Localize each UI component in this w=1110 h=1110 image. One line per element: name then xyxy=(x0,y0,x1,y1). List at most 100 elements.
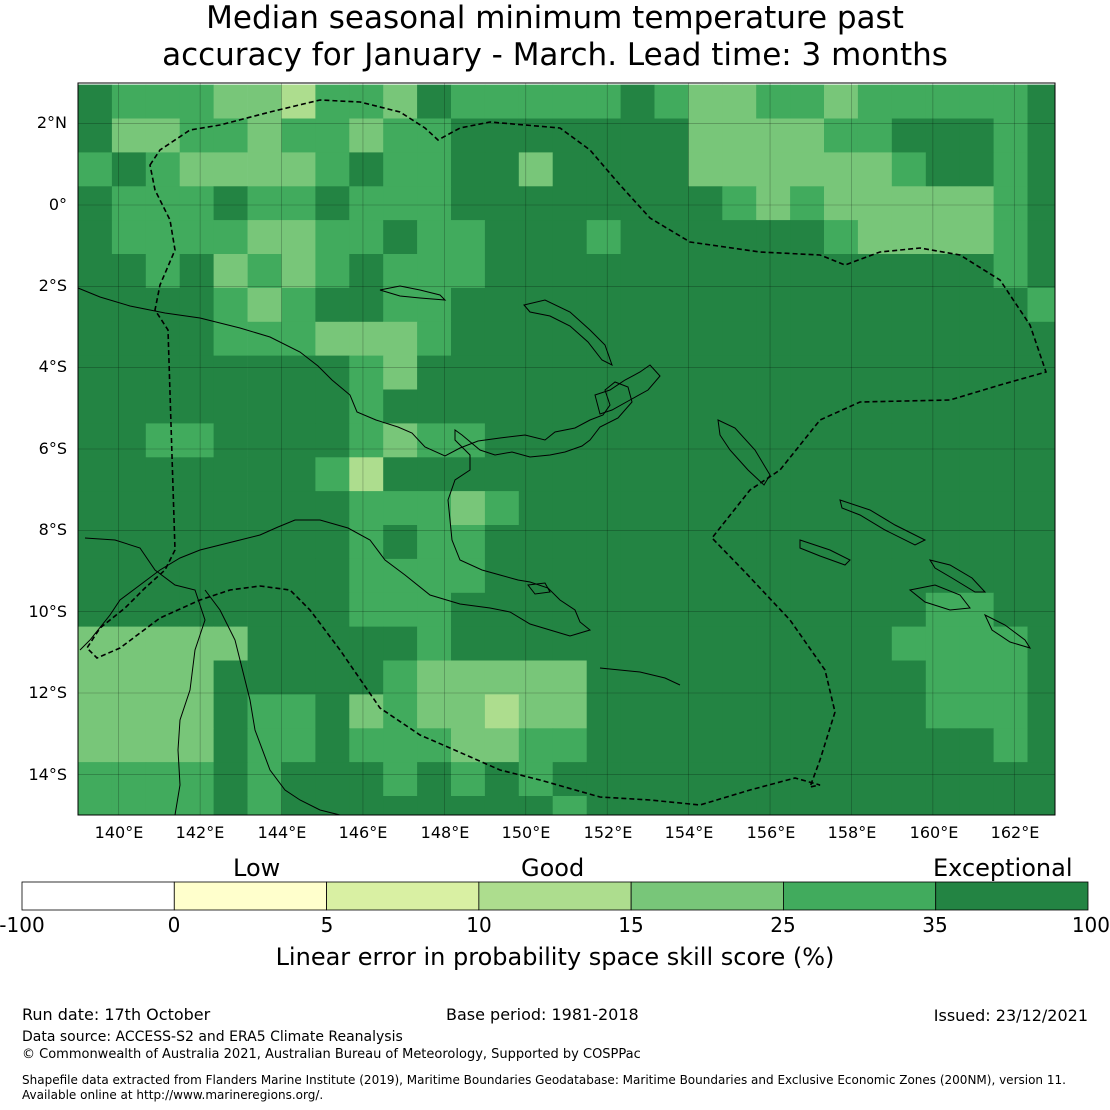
grid-cell xyxy=(383,321,418,357)
grid-cell xyxy=(213,186,248,221)
grid-cell xyxy=(484,457,520,492)
coastline-manus xyxy=(379,285,447,301)
coastline-bougainville xyxy=(717,419,771,486)
grid-cell xyxy=(688,728,723,763)
grid-cell xyxy=(722,118,757,153)
grid-cell xyxy=(349,694,384,729)
grid-cell xyxy=(552,491,587,526)
legend-tick: 35 xyxy=(922,913,948,937)
grid-cell xyxy=(315,118,350,153)
map-frame xyxy=(77,82,1056,816)
grid-cell xyxy=(383,254,418,289)
grid-cell xyxy=(722,321,757,357)
grid-cell xyxy=(654,186,689,221)
grid-cell xyxy=(111,694,147,729)
grid-cell xyxy=(620,152,655,187)
grid-cell xyxy=(891,762,927,797)
grid-cell xyxy=(111,558,147,594)
coastline-australia-cape-york xyxy=(84,537,206,816)
grid-cell xyxy=(213,694,248,729)
grid-cell xyxy=(383,355,418,390)
lon-label: 150°E xyxy=(501,823,551,842)
grid-cell xyxy=(1027,592,1056,628)
grid-cell xyxy=(790,118,825,153)
grid-cell xyxy=(620,796,655,816)
grid-cell xyxy=(145,254,181,289)
grid-cell xyxy=(78,762,113,797)
lon-label: 152°E xyxy=(583,823,633,842)
grid-cell xyxy=(281,626,316,661)
grid-cell xyxy=(993,558,1028,594)
grid-cell xyxy=(213,355,248,390)
grid-cell xyxy=(247,254,282,289)
coastline-new-britain xyxy=(594,364,661,415)
grid-cell xyxy=(790,84,825,119)
grid-cell xyxy=(620,389,655,424)
grid-cell xyxy=(111,457,147,492)
grid-cell xyxy=(417,321,452,357)
grid-cell xyxy=(349,796,384,816)
grid-cell xyxy=(78,84,113,119)
grid-cell xyxy=(111,660,147,695)
grid-cell xyxy=(790,626,825,661)
grid-cell xyxy=(247,321,282,357)
grid-cell xyxy=(620,558,655,594)
grid-cell xyxy=(857,762,893,797)
grid-cell xyxy=(688,287,723,323)
grid-cell xyxy=(586,389,621,424)
grid-cell xyxy=(518,525,554,560)
grid-cell xyxy=(451,491,486,526)
grid-cell xyxy=(620,728,655,763)
grid-cell xyxy=(315,796,350,816)
grid-cell xyxy=(518,355,554,390)
grid-cell xyxy=(247,355,282,390)
grid-cell xyxy=(383,626,418,661)
grid-cell xyxy=(959,423,994,458)
grid-cell xyxy=(891,118,927,153)
grid-cell xyxy=(790,355,825,390)
grid-cell xyxy=(349,457,384,492)
grid-cell xyxy=(213,321,248,357)
grid-cell xyxy=(1027,118,1056,153)
grid-cell xyxy=(722,660,757,695)
grid-cell xyxy=(891,491,927,526)
grid-cell xyxy=(349,762,384,797)
grid-cell xyxy=(484,254,520,289)
grid-cell xyxy=(654,287,689,323)
grid-cell xyxy=(925,558,961,594)
grid-cell xyxy=(756,186,791,221)
lon-label: 160°E xyxy=(909,823,959,842)
coastline-solomons-4 xyxy=(928,559,987,593)
grid-cell xyxy=(654,389,689,424)
grid-cell xyxy=(857,152,893,187)
grid-cell xyxy=(790,660,825,695)
grid-cell xyxy=(417,694,452,729)
grid-cell xyxy=(383,660,418,695)
grid-cell xyxy=(451,762,486,797)
grid-cell xyxy=(993,321,1028,357)
grid-cell xyxy=(518,254,554,289)
grid-cell xyxy=(654,321,689,357)
grid-cell xyxy=(451,626,486,661)
grid-cell xyxy=(620,84,655,119)
map-gridlines xyxy=(78,83,1055,815)
grid-cell xyxy=(247,220,282,255)
grid-cell xyxy=(417,389,452,424)
grid-cell xyxy=(315,423,350,458)
grid-cell xyxy=(484,728,520,763)
grid-cell xyxy=(654,355,689,390)
grid-cell xyxy=(145,152,181,187)
grid-cell xyxy=(518,220,554,255)
grid-cell xyxy=(654,525,689,560)
grid-cell xyxy=(78,287,113,323)
grid-cell xyxy=(383,491,418,526)
grid-cell xyxy=(281,660,316,695)
grid-cell xyxy=(145,660,181,695)
grid-cell xyxy=(824,254,859,289)
grid-cell xyxy=(586,321,621,357)
grid-cell xyxy=(688,796,723,816)
grid-cell xyxy=(383,84,418,119)
grid-cell xyxy=(1027,457,1056,492)
grid-cell xyxy=(790,694,825,729)
grid-cell xyxy=(824,423,859,458)
